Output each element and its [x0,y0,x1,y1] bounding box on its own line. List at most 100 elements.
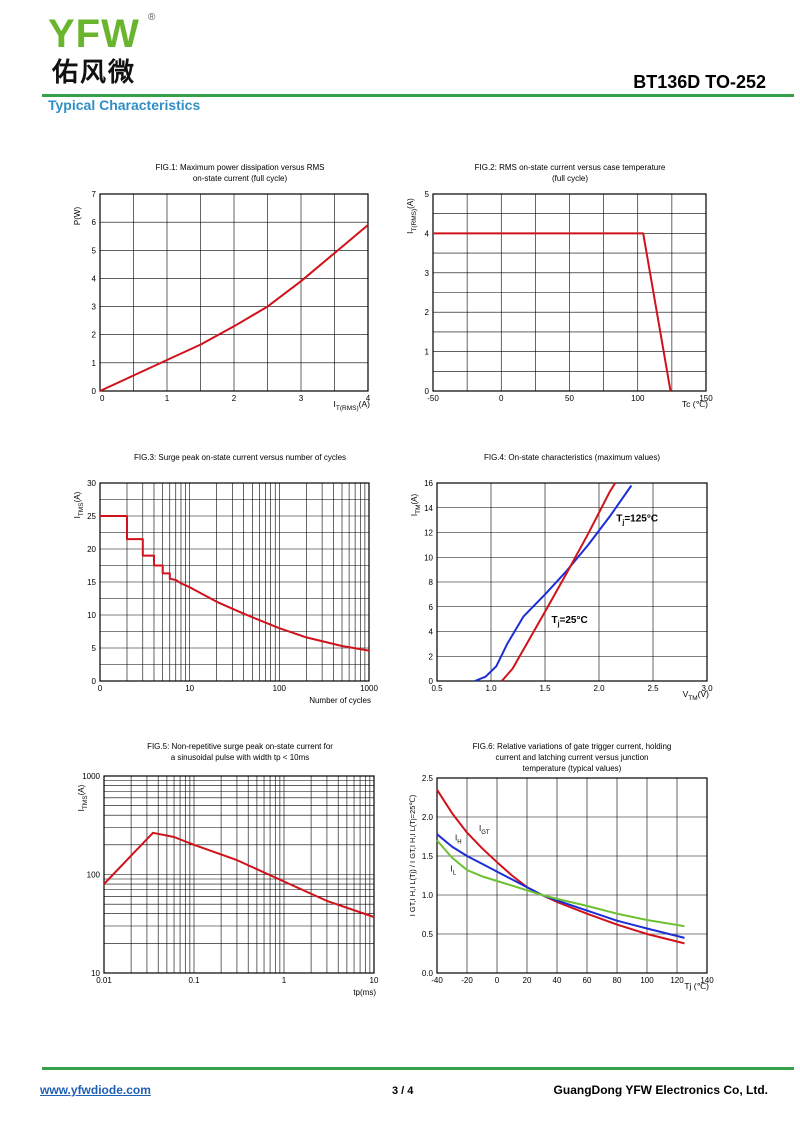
fig2-ylabel: IT(RMS)(A) [406,198,418,234]
fig5-xtick-label: 0.01 [96,976,112,985]
company-name: GuangDong YFW Electronics Co, Ltd. [553,1083,768,1097]
fig2-title-line: FIG.2: RMS on-state current versus case … [474,163,666,172]
fig3-series-line-1 [100,515,370,652]
fig4-ytick-label: 2 [429,652,434,661]
fig3-xtick-label: 0 [98,684,103,693]
fig1-ytick-label: 7 [92,190,97,199]
fig4-ytick-label: 12 [424,529,433,538]
fig6-ytick-label: 2.5 [422,774,434,783]
fig1-ytick-label: 5 [92,246,97,255]
fig2-series-line-1 [433,232,672,392]
fig6-ytick-label: 0.5 [422,930,434,939]
fig6-series-label: IGT [479,824,490,836]
fig6-xtick-label: 20 [523,976,532,985]
fig5-xtick-label: 10 [370,976,379,985]
fig1-title-line: on-state current (full cycle) [192,174,288,183]
registered-mark: ® [148,12,156,23]
footer-rule [42,1067,794,1070]
fig4-grid [436,482,708,682]
fig2-frame [432,193,707,392]
fig1-ytick-label: 4 [92,274,97,283]
part-number: BT136D TO-252 [633,72,766,92]
fig3-ytick-label: 5 [92,644,97,653]
fig3-ytick-label: 0 [92,677,97,686]
fig2-grid [432,193,707,392]
fig6-xtick-label: 80 [613,976,622,985]
fig1-title-line: FIG.1: Maximum power dissipation versus … [155,163,325,172]
fig3-xtick-label: 10 [185,684,194,693]
fig4-xlabel: VTM(V) [683,689,710,702]
fig3-ylabel: ITMS(A) [73,491,85,518]
fig5-xlabel: tp(ms) [353,988,376,997]
fig1-xlabel: IT(RMS)(A) [334,399,371,412]
fig6-ylabel: I GT,I H,I L(Tj) / I GT,I H,I L(Tj=25℃) [408,794,417,916]
fig3-ytick-label: 15 [87,578,96,587]
fig6-xtick-label: 120 [670,976,684,985]
fig3-frame [99,482,370,682]
fig6-xtick-label: -20 [461,976,473,985]
fig2-xlabel: Tc (℃) [682,399,708,409]
fig2-ytick-label: 2 [425,308,430,317]
fig4-xtick-label: 2.5 [647,684,659,693]
fig6-xtick-label: 140 [700,976,714,985]
fig4-title-line: FIG.4: On-state characteristics (maximum… [483,453,661,462]
fig3-xtick-label: 1000 [360,684,378,693]
fig4-ytick-label: 10 [424,553,433,562]
fig3-grid [99,482,369,682]
fig1-xtick-label: 4 [366,394,371,403]
brand-logo-chinese: 佑风微 [52,58,137,88]
fig6-series-label: IL [451,865,457,877]
fig1-ytick-label: 3 [92,303,97,312]
fig1-ytick-label: 2 [92,331,97,340]
fig6-series-line-2 [436,833,685,939]
fig6-ytick-label: 1.5 [422,852,434,861]
fig4-series-line-2 [501,482,617,682]
website-link[interactable]: www.yfwdiode.com [40,1083,151,1097]
fig6-title-line: FIG.6: Relative variations of gate trigg… [472,742,672,751]
fig2-xtick-label: 50 [565,394,574,403]
fig3-xlabel: Number of cycles [309,696,371,705]
fig3-xtick-label: 100 [273,684,287,693]
fig1-ytick-label: 6 [92,218,97,227]
fig4-ytick-label: 6 [429,603,434,612]
fig4-xtick-label: 0.5 [431,684,443,693]
fig1-xtick-label: 1 [165,394,170,403]
fig2-ytick-label: 3 [425,269,430,278]
fig6-series-label: IH [455,833,462,845]
fig1-grid [99,193,369,392]
header-rule [42,94,794,97]
fig2-ytick-label: 4 [425,229,430,238]
fig6-xtick-label: 0 [495,976,500,985]
fig4-ytick-label: 16 [424,479,433,488]
fig6-xtick-label: 100 [640,976,654,985]
fig2-ytick-label: 0 [425,387,430,396]
fig3-ytick-label: 20 [87,545,96,554]
fig2-xtick-label: 100 [631,394,645,403]
fig4-frame [436,482,708,682]
fig6-ytick-label: 2.0 [422,813,434,822]
fig2-ytick-label: 1 [425,348,430,357]
fig4-xtick-label: 1.0 [485,684,497,693]
fig2-xtick-label: 0 [499,394,504,403]
section-title: Typical Characteristics [48,97,201,113]
fig4-ytick-label: 4 [429,628,434,637]
fig4-ytick-label: 14 [424,504,433,513]
fig5-xtick-label: 1 [282,976,287,985]
fig1-ylabel: P(W) [73,207,82,226]
fig5-grid [103,776,374,974]
fig4-annotation: Tj=125°C [616,513,658,526]
fig6-series-line-1 [436,789,685,945]
fig1-ytick-label: 1 [92,359,97,368]
fig6-xtick-label: 40 [553,976,562,985]
fig5-title-line: a sinusoidal pulse with width tp < 10ms [170,753,310,762]
fig6-series-line-3 [436,839,685,928]
fig2-title-line: (full cycle) [551,174,588,183]
fig4-xtick-label: 3.0 [701,684,713,693]
fig4-xtick-label: 2.0 [593,684,605,693]
fig5-ytick-label: 100 [87,871,101,880]
fig1-xtick-label: 2 [232,394,237,403]
fig4-ylabel: ITM(A) [410,494,422,517]
fig3-ytick-label: 30 [87,479,96,488]
fig6-title-line: current and latching current versus junc… [495,753,649,762]
fig5-ytick-label: 10 [91,969,100,978]
